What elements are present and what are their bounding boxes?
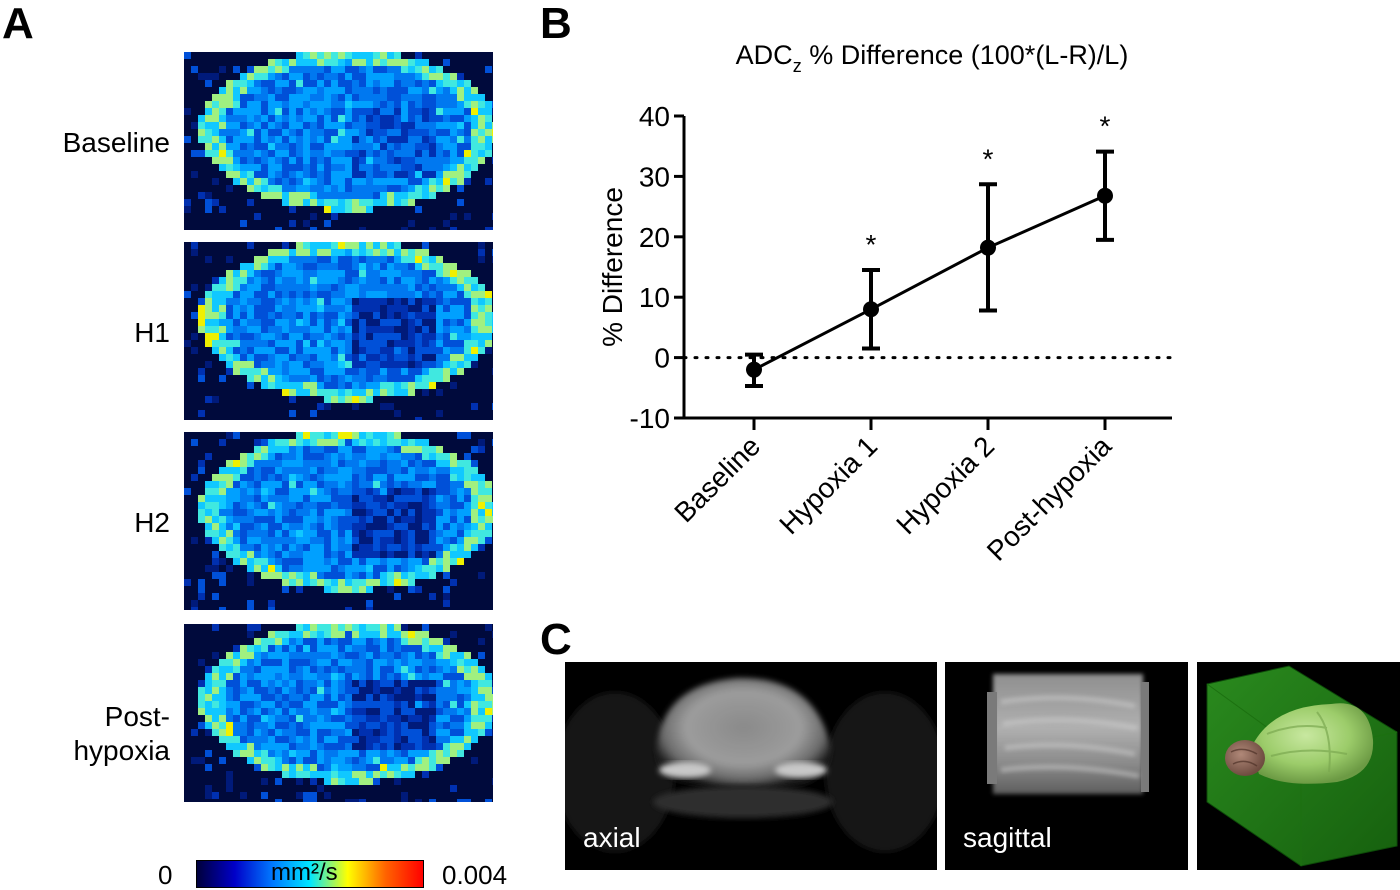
x-tick-label: Post-hypoxia [981,430,1118,567]
chart-title-rest: % Difference (100*(L-R)/L) [802,40,1129,70]
y-tick-label: 20 [639,222,670,253]
row-label-h2: H2 [134,507,170,538]
axial-label: axial [583,822,641,853]
row-label-post-line1: Post- [104,701,170,732]
colorbar-max-label: 0.004 [442,860,508,890]
chart-title-sub: z [793,56,802,76]
chart-title: ADCz % Difference (100*(L-R)/L) [736,40,1129,76]
y-axis-label: % Difference [597,187,628,347]
colorbar-unit-label: mm²/s [271,859,338,886]
series-line [753,194,1106,372]
row-label-post: Post- hypoxia [0,700,170,768]
mri-sagittal-image: sagittal [945,662,1188,870]
y-tick-label: -10 [630,403,670,434]
x-tick-label: Hypoxia 2 [890,430,1000,540]
panel-b-letter: B [540,0,572,48]
panel-c-letter: C [540,615,572,664]
x-tick-label: Baseline [668,430,766,528]
adc-map-post-hypoxia [184,624,493,802]
mri-axial-image: axial [565,662,937,870]
y-tick-label: 10 [639,282,670,313]
adc-map-h1 [184,242,493,420]
brain-3d-render [1197,662,1400,870]
chart-title-main: ADC [736,40,793,70]
y-tick-label: 30 [639,161,670,192]
adc-difference-chart: ADCz % Difference (100*(L-R)/L) % Differ… [597,40,1174,567]
data-point [863,301,879,318]
significance-marker: * [1100,111,1111,142]
data-point [1097,187,1113,204]
colorbar-min-label: 0 [158,860,173,890]
sagittal-label: sagittal [963,822,1052,853]
y-tick-label: 0 [654,343,670,374]
x-tick-label: Hypoxia 1 [773,430,883,540]
y-tick-label: 40 [639,101,670,132]
significance-marker: * [866,229,877,260]
colorbar: mm²/s [196,860,424,888]
row-label-post-line2: hypoxia [73,735,170,766]
data-point [980,239,996,256]
adc-map-h2 [184,432,493,610]
data-point [746,361,762,378]
adc-map-baseline [184,52,493,230]
row-label-h1: H1 [134,317,170,348]
row-label-baseline: Baseline [62,127,170,158]
panel-a-letter: A [2,0,34,48]
significance-marker: * [983,143,994,174]
